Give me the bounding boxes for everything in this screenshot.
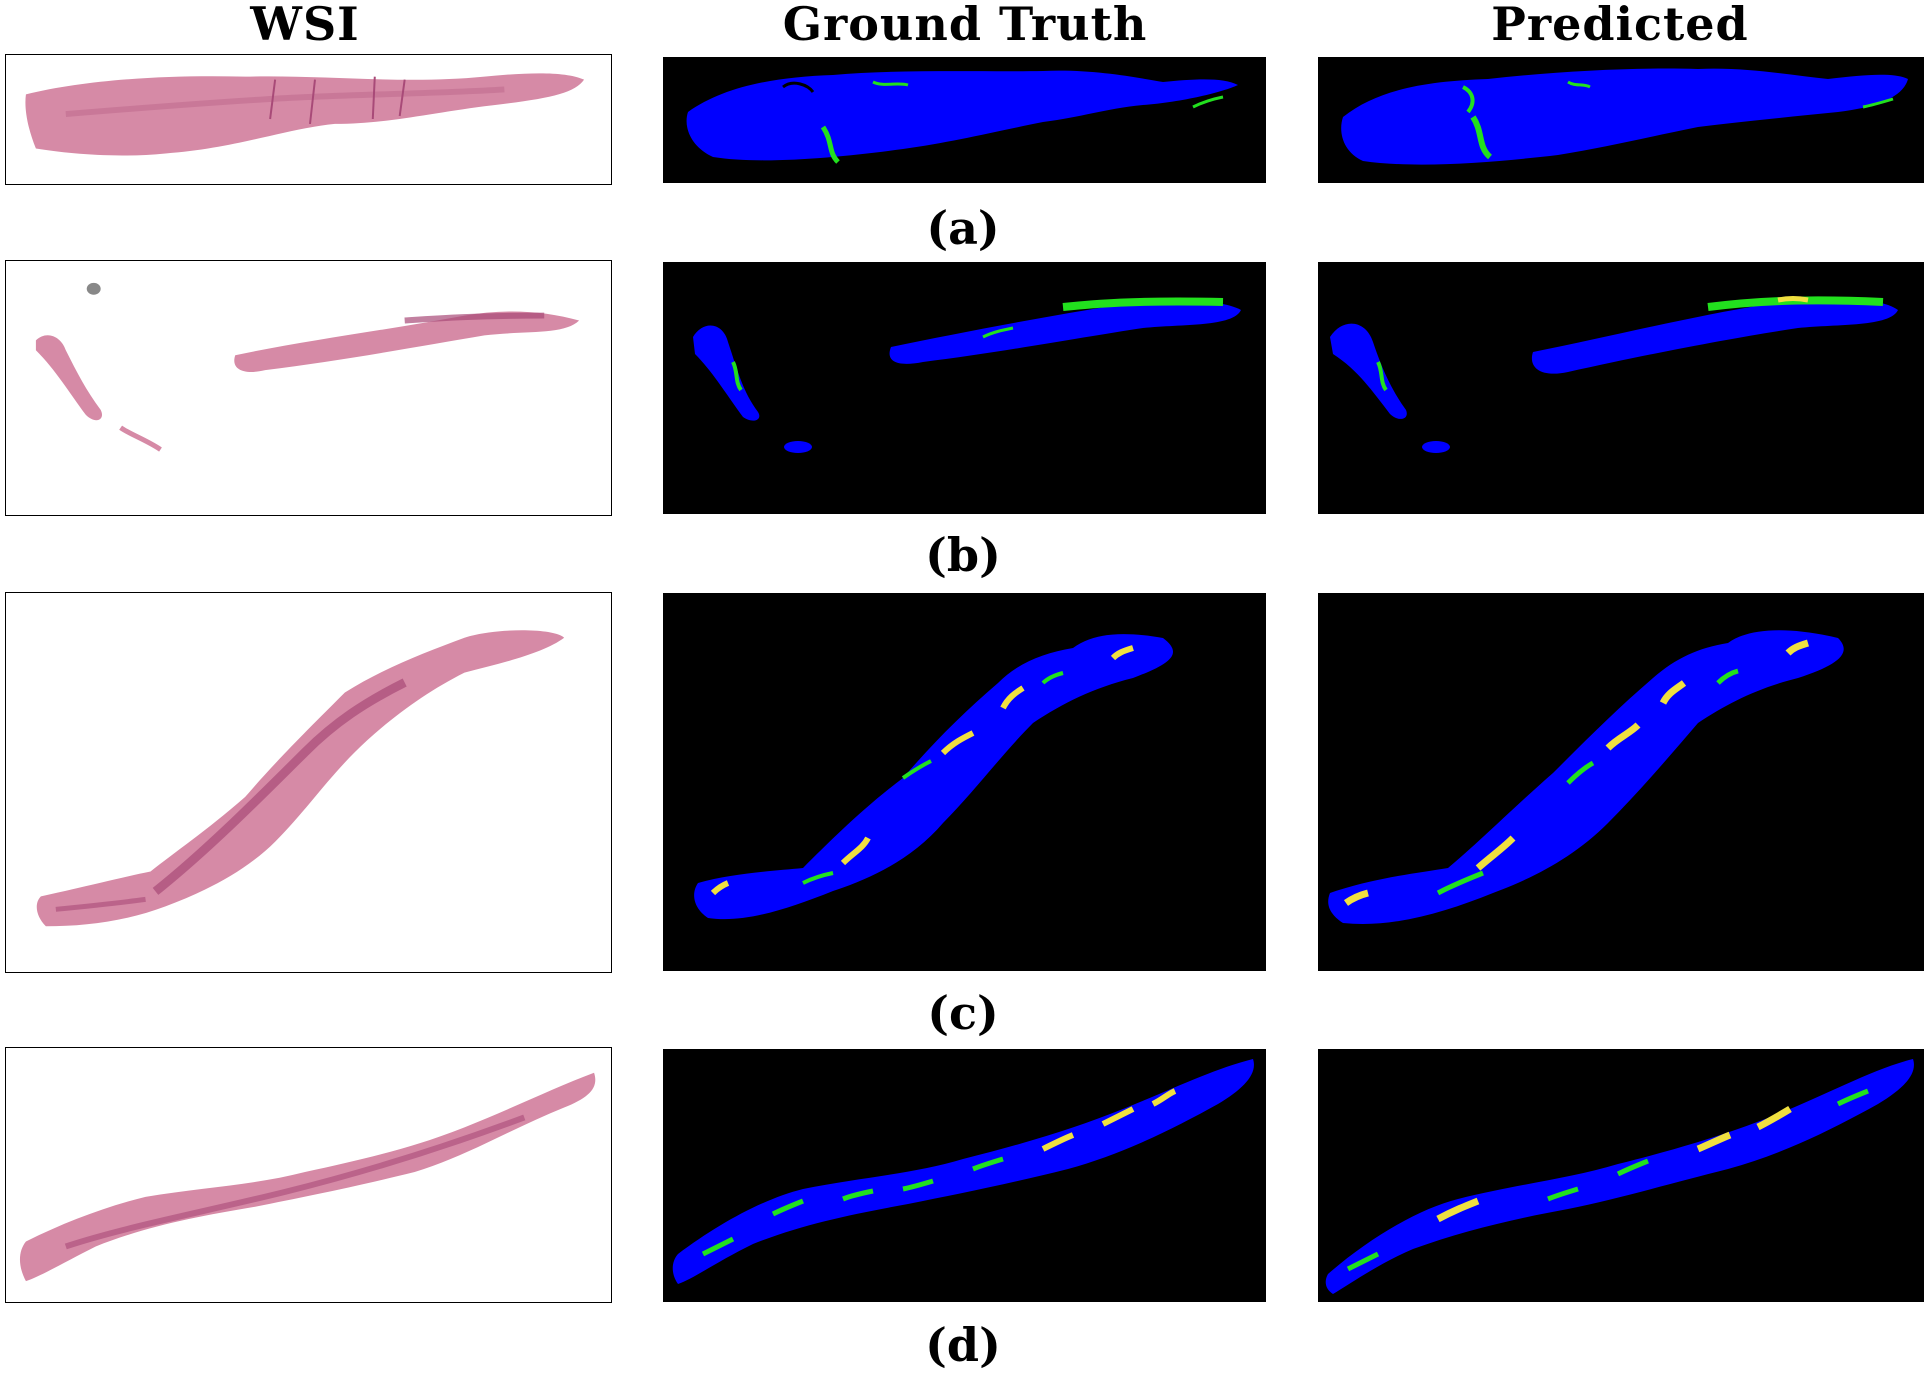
ground-truth-mask-b [663, 262, 1266, 514]
predicted-mask-a [1318, 57, 1924, 183]
predicted-mask-c [1318, 593, 1924, 971]
caption-c: (c) [927, 986, 999, 1040]
predicted-mask-d [1318, 1049, 1924, 1302]
caption-d: (d) [925, 1318, 1001, 1372]
wsi-image-b [5, 260, 612, 516]
wsi-image-c [5, 592, 612, 973]
caption-a: (a) [926, 201, 1000, 255]
header-predicted: Predicted [1491, 0, 1749, 51]
header-ground-truth: Ground Truth [782, 0, 1148, 51]
caption-b: (b) [925, 528, 1001, 582]
wsi-image-a [5, 54, 612, 185]
predicted-mask-b [1318, 262, 1924, 514]
wsi-image-d [5, 1047, 612, 1303]
ground-truth-mask-c [663, 593, 1266, 971]
ground-truth-mask-a [663, 57, 1266, 183]
ground-truth-mask-d [663, 1049, 1266, 1302]
header-wsi: WSI [250, 0, 360, 51]
